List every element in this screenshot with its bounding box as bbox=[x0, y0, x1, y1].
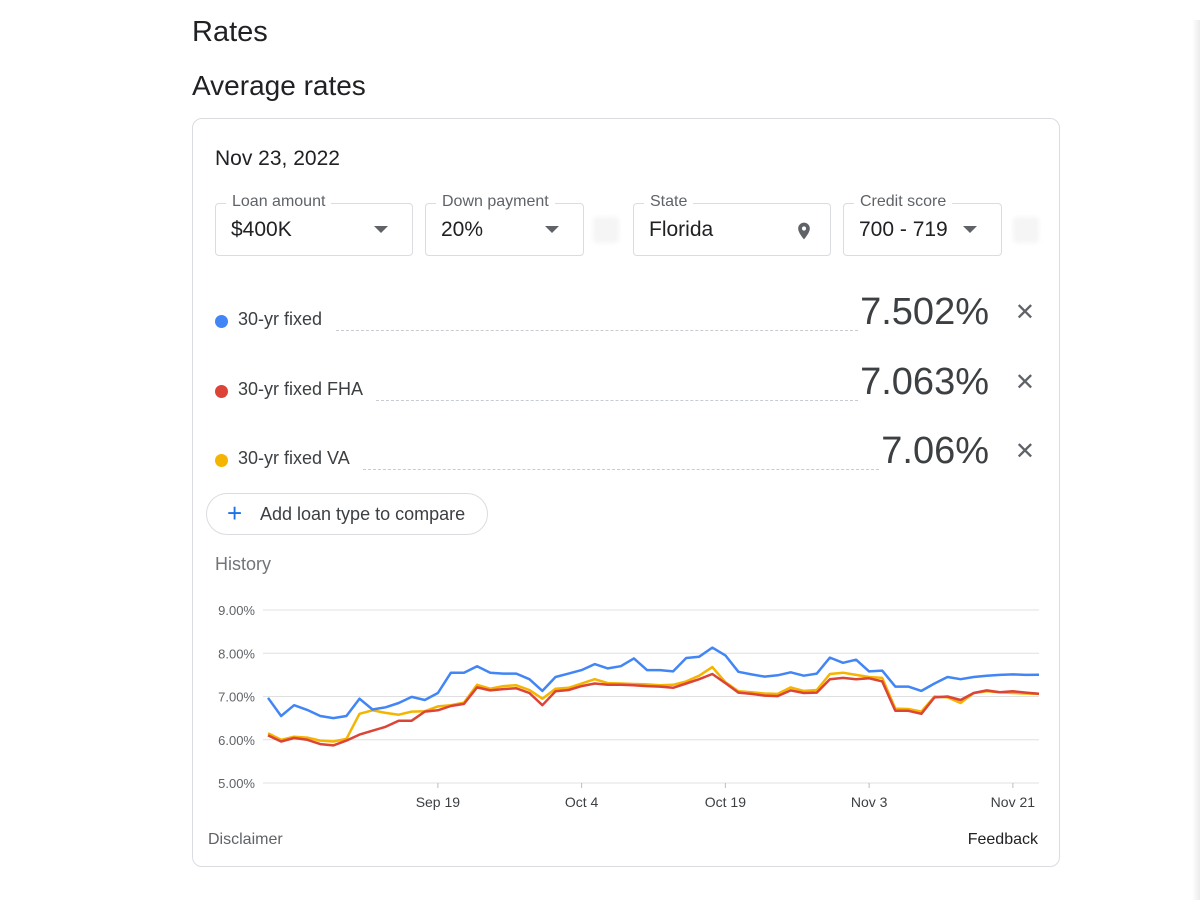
loan-amount-value: $400K bbox=[231, 218, 292, 241]
dotted-leader bbox=[336, 330, 858, 331]
faded-scroll-arrow-icon bbox=[593, 217, 619, 243]
series-line-30-yr-fixed-fha bbox=[267, 672, 1040, 747]
feedback-link[interactable]: Feedback bbox=[967, 831, 1038, 848]
credit-score-label: Credit score bbox=[854, 193, 953, 211]
rate-name: 30-yr fixed FHA bbox=[238, 379, 364, 399]
page-scrollbar[interactable] bbox=[1192, 20, 1200, 900]
state-select[interactable]: State Florida bbox=[633, 193, 831, 256]
close-icon[interactable]: ✕ bbox=[1014, 369, 1035, 396]
dotted-leader bbox=[363, 469, 879, 470]
state-value: Florida bbox=[649, 218, 714, 241]
rate-row-30yr-fixed: 30-yr fixed 7.502% ✕ bbox=[193, 291, 1061, 341]
y-tick-label: 6.00% bbox=[218, 733, 255, 748]
series-line-30-yr-fixed bbox=[266, 646, 1040, 720]
loan-amount-select[interactable]: Loan amount $400K bbox=[215, 193, 413, 256]
history-chart[interactable]: 9.00% 8.00% 7.00% 6.00% 5.00% Sep 19 Oct 4 Oct … bbox=[193, 594, 1059, 814]
rate-value: 7.502% bbox=[860, 291, 989, 333]
credit-score-select[interactable]: Credit score 700 - 719 bbox=[843, 193, 1002, 256]
disclaimer-link[interactable]: Disclaimer bbox=[208, 831, 283, 848]
plus-icon: + bbox=[227, 498, 243, 528]
x-tick-label: Nov 21 bbox=[991, 794, 1036, 810]
average-rates-card: Nov 23, 2022 Loan amount $400K Down paym… bbox=[192, 118, 1060, 867]
down-payment-value: 20% bbox=[441, 218, 484, 241]
x-tick-label: Oct 19 bbox=[705, 794, 746, 810]
series-color-dot bbox=[215, 385, 228, 398]
y-tick-label: 9.00% bbox=[218, 603, 255, 618]
state-label: State bbox=[644, 193, 694, 211]
page-title: Rates bbox=[192, 16, 268, 48]
y-tick-label: 7.00% bbox=[218, 690, 255, 705]
location-pin-icon[interactable] bbox=[794, 219, 814, 243]
rate-name: 30-yr fixed VA bbox=[238, 448, 350, 468]
history-label: History bbox=[215, 554, 272, 574]
add-loan-type-label: Add loan type to compare bbox=[260, 504, 466, 524]
add-loan-type-button[interactable]: + Add loan type to compare bbox=[206, 493, 488, 535]
close-icon[interactable]: ✕ bbox=[1014, 299, 1035, 326]
y-tick-label: 5.00% bbox=[218, 776, 255, 791]
dotted-leader bbox=[376, 400, 858, 401]
down-payment-select[interactable]: Down payment 20% bbox=[425, 193, 584, 256]
series-line-30-yr-fixed-va bbox=[267, 665, 1040, 743]
series-color-dot bbox=[215, 315, 228, 328]
rate-value: 7.063% bbox=[860, 361, 989, 403]
x-tick-label: Nov 3 bbox=[851, 794, 888, 810]
credit-score-value: 700 - 719 bbox=[859, 218, 948, 241]
section-title: Average rates bbox=[192, 70, 366, 101]
x-tick-label: Oct 4 bbox=[565, 794, 599, 810]
down-payment-label: Down payment bbox=[436, 193, 555, 211]
rates-date: Nov 23, 2022 bbox=[215, 147, 340, 170]
close-icon[interactable]: ✕ bbox=[1014, 438, 1035, 465]
faded-scroll-arrow-icon bbox=[1013, 217, 1039, 243]
chevron-down-icon bbox=[545, 226, 559, 233]
x-tick-label: Sep 19 bbox=[416, 794, 461, 810]
loan-amount-label: Loan amount bbox=[226, 193, 332, 211]
chevron-down-icon bbox=[963, 226, 977, 233]
rate-value: 7.06% bbox=[881, 430, 989, 472]
rate-name: 30-yr fixed bbox=[238, 309, 323, 329]
rate-row-30yr-fixed-fha: 30-yr fixed FHA 7.063% ✕ bbox=[193, 361, 1061, 411]
chevron-down-icon bbox=[374, 226, 388, 233]
series-color-dot bbox=[215, 454, 228, 467]
rate-row-30yr-fixed-va: 30-yr fixed VA 7.06% ✕ bbox=[193, 430, 1061, 480]
y-tick-label: 8.00% bbox=[218, 646, 255, 661]
